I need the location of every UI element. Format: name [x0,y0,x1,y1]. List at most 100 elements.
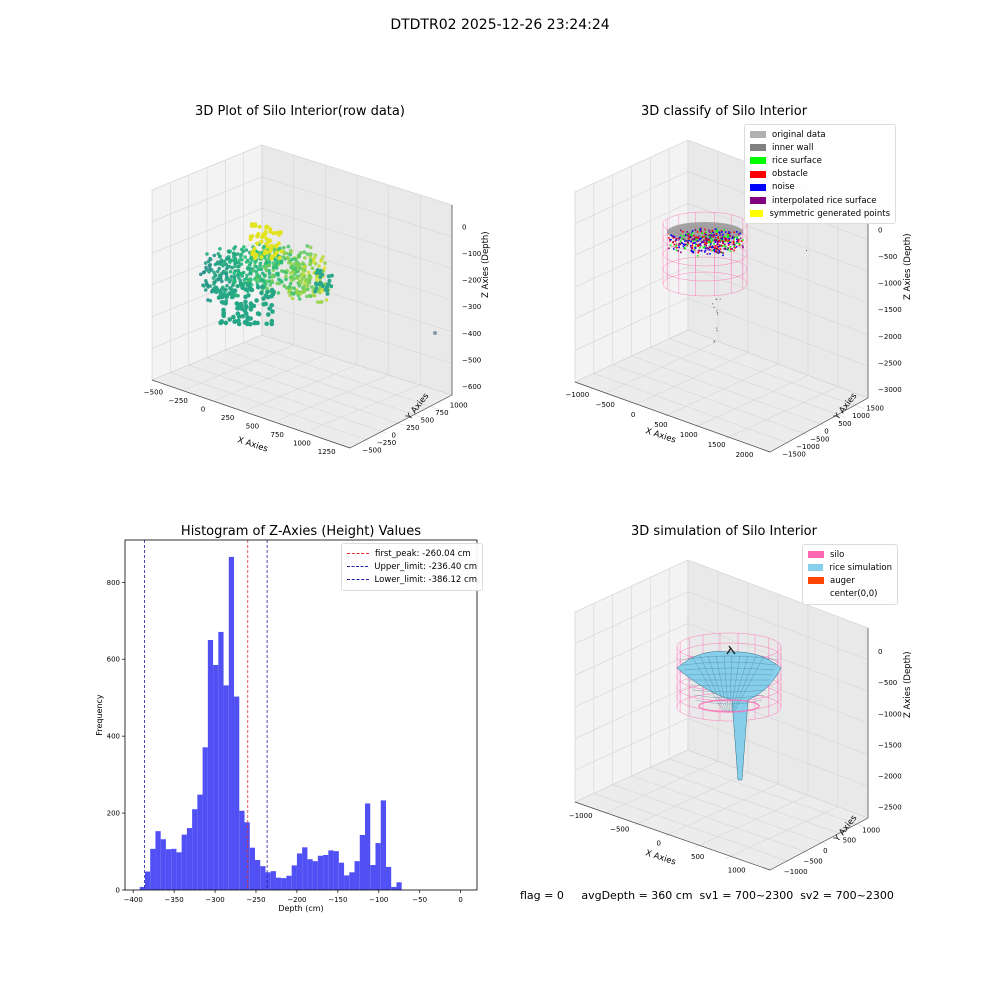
class-point [727,233,729,235]
class-point [679,236,681,239]
histogram-bar [307,859,313,890]
data-point [233,293,238,297]
class-point [677,250,680,252]
data-point [244,311,249,316]
noise-point [716,327,718,329]
class-point [715,251,717,253]
data-point [314,286,319,291]
class-point [688,240,690,242]
data-point [237,271,241,276]
data-point [238,278,243,283]
class-point [729,235,731,237]
class-point [714,228,717,230]
data-point [262,251,267,256]
class-point [733,249,735,252]
histogram-bar [396,882,402,890]
class-point [720,237,722,240]
data-point [205,252,209,256]
x-tick-label: −1000 [566,391,590,399]
class-point [701,241,704,243]
data-point [297,297,302,301]
class-point [710,232,713,235]
panel4-axes-box [574,560,869,871]
class-point [682,231,684,233]
histogram-chart: −400 −350 −300 −250 −200 −150 −100 −50 0 0 200 400… [95,539,478,913]
class-point [678,244,680,247]
class-point [678,242,681,245]
class-point [738,244,741,247]
legend-label-interpolated: interpolated rice surface [772,195,877,206]
class-point [714,247,716,249]
data-point [264,225,268,230]
data-point [289,250,294,254]
data-point [213,262,218,267]
data-point [262,279,266,284]
x-tick-label: 1000 [680,431,698,439]
class-point [715,247,718,250]
class-point [697,251,699,254]
data-point [233,279,237,283]
class-point [705,231,707,234]
histogram-bar [155,831,161,890]
rice-mesh [731,655,749,713]
histogram-bar [265,872,271,890]
class-point [694,243,697,246]
legend-swatch-rice-simulation [808,564,824,572]
class-point [672,248,675,250]
data-point [262,234,267,239]
y-tick-label: 400 [107,733,120,741]
y-tick-label: 500 [421,416,434,424]
class-point [719,248,722,250]
class-point [732,243,735,245]
class-point [689,235,691,238]
class-point [686,234,689,237]
histogram-bar [385,866,392,890]
data-point [262,244,267,249]
panel4-xlabel: X Axies [644,848,677,867]
histogram-bar [349,872,355,890]
data-point [277,281,282,286]
class-point [742,239,744,241]
class-point [700,230,703,233]
grid-line [574,266,869,335]
legend-label-lower-limit: Lower_limit: -386.12 cm [374,574,477,585]
data-point [263,231,268,236]
data-point [268,246,273,251]
grid-line [724,806,839,859]
class-point [703,239,705,242]
histogram-bar [181,834,187,890]
legend-line-first-peak [347,553,369,555]
x-tick-label: −400 [124,896,143,904]
class-point [722,254,724,257]
noise-point [717,313,719,315]
class-point [715,232,718,235]
data-point [218,247,222,251]
data-point [314,278,319,282]
histogram-bar [260,866,266,890]
z-tick-label: −500 [878,679,897,687]
x-tick-label: 0 [631,411,635,419]
data-point [208,263,213,267]
z-tick-label: −3000 [878,386,902,394]
class-point [707,238,709,240]
data-point [270,279,275,283]
class-point [705,237,708,240]
class-point [701,232,703,234]
data-point [280,269,284,273]
grid-line [604,341,719,394]
histogram-xlabel: Depth (cm) [278,904,323,913]
panel1-zlabel: Z Axies (Depth) [481,231,491,298]
data-point [325,291,330,296]
z-tick-label: 0 [878,226,882,234]
noise-point [712,303,714,305]
x-tick-label: −500 [144,389,163,397]
data-point [308,259,313,263]
z-tick-label: −1500 [878,741,902,749]
data-point [260,284,265,290]
panel2-title: 3D classify of Silo Interior [640,104,808,119]
grid-line [631,775,827,845]
data-point [225,256,229,261]
z-tick-label: −100 [462,250,481,258]
class-point [705,239,707,242]
x-axis-line [574,381,771,453]
